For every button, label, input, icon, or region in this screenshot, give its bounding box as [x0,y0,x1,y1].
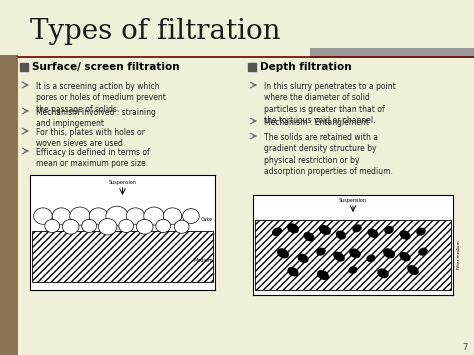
Circle shape [89,208,108,224]
Text: Cake: Cake [201,217,213,222]
Text: Mechanism : Entanglement: Mechanism : Entanglement [264,118,369,127]
Text: Depth filtration: Depth filtration [260,62,352,72]
Ellipse shape [417,228,425,235]
Circle shape [126,208,145,224]
Text: For this, plates with holes or
woven sieves are used.: For this, plates with holes or woven sie… [36,128,145,148]
Text: Efficacy is defined in terms of
mean or maximum pore size.: Efficacy is defined in terms of mean or … [36,148,150,169]
Text: It is a screening action by which
pores or holes of medium prevent
the passage o: It is a screening action by which pores … [36,82,166,114]
Bar [32,231,213,282]
Ellipse shape [317,248,325,255]
Ellipse shape [337,231,346,239]
Text: The solids are retained with a
gradient density structure by
physical restrictio: The solids are retained with a gradient … [264,133,393,176]
Circle shape [156,219,171,233]
Ellipse shape [384,249,394,258]
Bar [255,220,451,290]
Text: Types of filtration: Types of filtration [30,18,281,45]
Text: Medium: Medium [193,258,213,263]
Ellipse shape [288,224,298,233]
Circle shape [34,208,52,224]
Text: Surface/ screen filtration: Surface/ screen filtration [32,62,180,72]
Ellipse shape [408,266,418,274]
Circle shape [99,219,117,235]
Ellipse shape [273,228,282,235]
Ellipse shape [400,231,410,239]
Ellipse shape [400,253,410,261]
Ellipse shape [334,252,344,261]
Ellipse shape [304,233,314,241]
Bar [20,63,28,71]
Ellipse shape [419,248,427,255]
Text: Suspension: Suspension [339,198,367,203]
Ellipse shape [298,254,308,262]
Ellipse shape [349,267,357,273]
Ellipse shape [320,226,330,234]
Ellipse shape [288,268,298,276]
Ellipse shape [368,229,378,237]
Circle shape [182,209,199,223]
Ellipse shape [353,225,361,232]
Circle shape [137,219,153,234]
Circle shape [119,219,134,233]
Text: Mechanism involved : straining
and impingement: Mechanism involved : straining and impin… [36,108,156,129]
Ellipse shape [278,249,288,258]
Text: In this slurry penetrates to a point
where the diameter of solid
particles is gr: In this slurry penetrates to a point whe… [264,82,396,125]
Circle shape [144,207,164,225]
Text: Filter medium: Filter medium [457,241,461,269]
Ellipse shape [378,269,388,278]
Ellipse shape [385,226,393,233]
Circle shape [70,207,90,225]
Circle shape [63,219,79,234]
Bar [310,48,474,58]
Bar [0,55,18,355]
Text: Suspension: Suspension [109,180,137,185]
Circle shape [45,219,60,233]
Ellipse shape [318,271,328,279]
Bar [248,63,256,71]
Ellipse shape [367,255,375,262]
Circle shape [174,220,189,233]
Text: 7: 7 [463,343,468,352]
Circle shape [106,206,128,226]
Circle shape [52,208,71,224]
Circle shape [163,208,182,224]
Ellipse shape [350,249,360,257]
Circle shape [82,219,97,233]
